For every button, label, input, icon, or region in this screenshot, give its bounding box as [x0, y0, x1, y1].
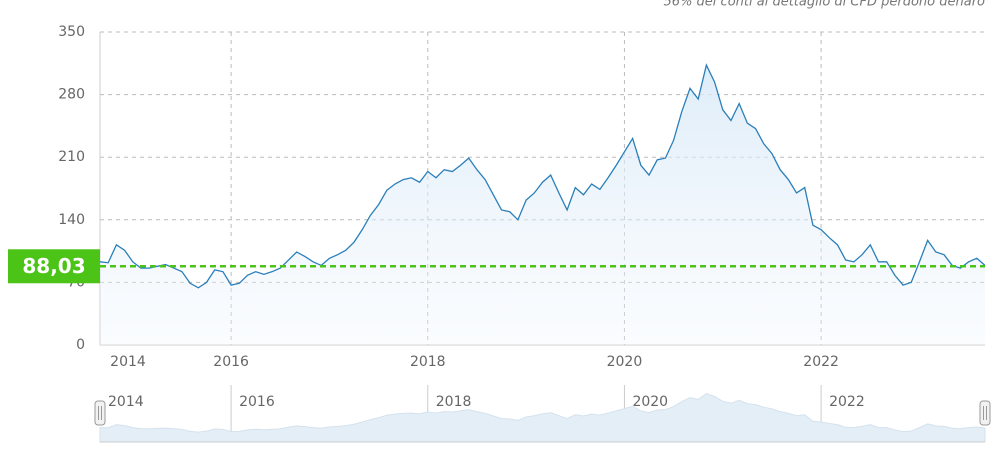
navigator-label: 2022: [829, 394, 865, 410]
navigator-label: 2020: [632, 394, 668, 410]
x-tick-label: 2020: [607, 354, 643, 370]
y-tick-label: 350: [58, 24, 85, 40]
navigator-handle: [94, 400, 106, 426]
x-tick-label: 2016: [213, 354, 249, 370]
price-label: 88,03: [22, 254, 85, 278]
y-tick-label: 140: [58, 212, 85, 228]
price-label-box: [8, 249, 100, 284]
y-tick-label: 0: [76, 337, 85, 353]
navigator-label: 2014: [108, 394, 144, 410]
navigator-label: 2018: [436, 394, 472, 410]
area: [100, 65, 985, 346]
subtitle: 56% dei conti al dettaglio di CFD perdon…: [664, 0, 986, 10]
price-line: [99, 63, 986, 289]
x-tick-label: 2022: [803, 354, 839, 370]
y-tick-label: 210: [58, 149, 85, 165]
y-tick-label: 280: [58, 87, 85, 103]
navigator-handle: [979, 400, 991, 426]
x-tick-label: 2018: [410, 354, 446, 370]
x-tick-label: 2014: [110, 354, 146, 370]
navigator-label: 2016: [239, 394, 275, 410]
navigator-area: [99, 393, 986, 443]
